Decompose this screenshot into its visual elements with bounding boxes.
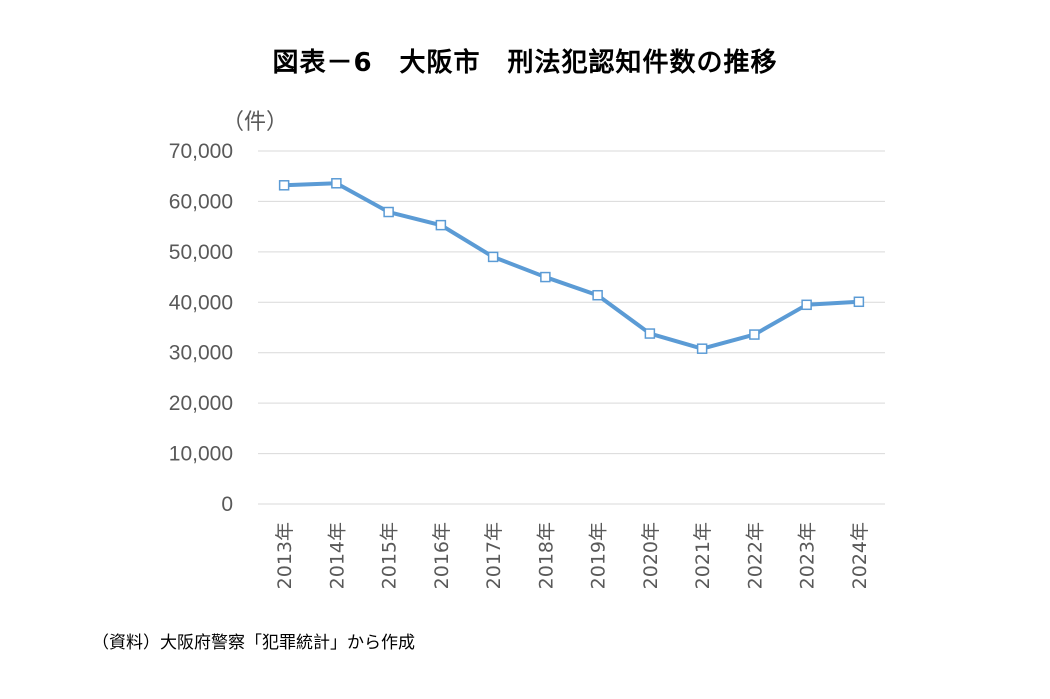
data-point xyxy=(278,180,290,191)
x-axis-ticks: 2013年 2014年 2015年 2016年 2017年 2018年 2019年 2020年… xyxy=(274,522,871,589)
y-tick-label: 50,000 xyxy=(169,241,233,264)
data-point xyxy=(487,251,499,263)
y-tick-label: 20,000 xyxy=(169,392,233,415)
chart-title: 図表－6 大阪市 刑法犯認知件数の推移 xyxy=(272,48,778,78)
y-axis-ticks: 0 10,000 20,000 30,000 40,000 50,000 60,000 70,… xyxy=(169,140,233,516)
y-axis-unit-label: （件） xyxy=(222,110,289,135)
x-tick-label: 2016年 xyxy=(431,522,453,589)
x-tick-label: 2017年 xyxy=(483,522,505,589)
series-line xyxy=(282,181,861,351)
y-tick-label: 40,000 xyxy=(169,291,233,314)
x-tick-label: 2021年 xyxy=(692,522,714,589)
y-tick-label: 30,000 xyxy=(169,342,233,365)
y-tick-label: 60,000 xyxy=(169,190,233,213)
data-point xyxy=(749,329,760,340)
data-point xyxy=(853,296,865,308)
x-tick-label: 2023年 xyxy=(797,522,819,589)
x-tick-label: 2019年 xyxy=(588,522,610,589)
data-point xyxy=(696,343,708,354)
x-tick-label: 2020年 xyxy=(640,522,662,589)
source-note: （資料）大阪府警察「犯罪統計」から作成 xyxy=(92,633,415,653)
data-point xyxy=(644,328,656,339)
x-tick-label: 2024年 xyxy=(849,522,871,589)
y-tick-label: 10,000 xyxy=(169,443,233,466)
x-tick-label: 2014年 xyxy=(326,522,348,589)
x-tick-label: 2013年 xyxy=(274,522,296,589)
data-point xyxy=(435,219,447,231)
data-point xyxy=(383,206,394,218)
data-point xyxy=(592,289,603,301)
y-tick-label: 70,000 xyxy=(169,140,233,163)
data-point xyxy=(331,178,342,189)
series-markers xyxy=(278,178,865,354)
x-tick-label: 2018年 xyxy=(535,522,557,589)
gridlines xyxy=(258,150,885,505)
x-tick-label: 2022年 xyxy=(744,522,766,589)
data-point xyxy=(540,271,551,283)
series-line-group xyxy=(282,181,861,351)
y-tick-label: 0 xyxy=(221,493,233,516)
data-point xyxy=(801,299,812,311)
x-tick-label: 2015年 xyxy=(379,522,401,589)
